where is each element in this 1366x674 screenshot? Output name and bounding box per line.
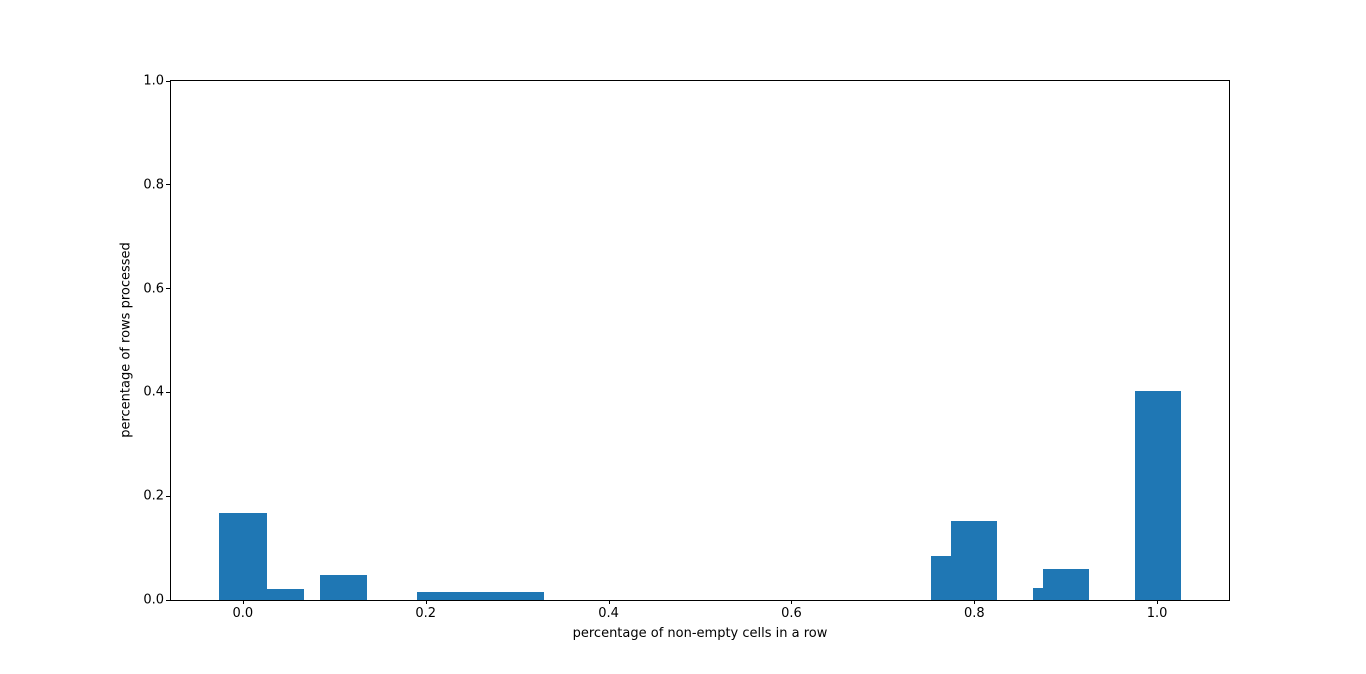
- x-tick-mark: [425, 600, 427, 604]
- histogram-bar: [931, 556, 952, 600]
- x-tick-label: 1.0: [1146, 606, 1168, 621]
- histogram-bar: [1033, 588, 1043, 600]
- histogram-bar: [951, 521, 997, 600]
- y-tick-label: 1.0: [143, 73, 164, 89]
- y-tick-label: 0.2: [143, 488, 164, 504]
- y-tick-mark: [166, 288, 170, 290]
- y-tick-mark: [166, 495, 170, 497]
- x-tick-mark: [1157, 600, 1159, 604]
- plot-frame: [170, 80, 1230, 601]
- y-tick-mark: [166, 599, 170, 601]
- histogram-bar: [266, 589, 305, 600]
- x-tick-mark: [974, 600, 976, 604]
- x-tick-label: 0.0: [232, 606, 254, 621]
- y-tick-label: 0.6: [143, 281, 164, 297]
- y-tick-mark: [166, 80, 170, 82]
- x-tick-label: 0.4: [598, 606, 619, 621]
- x-tick-mark: [608, 600, 610, 604]
- histogram-bar: [320, 575, 367, 600]
- x-tick-mark: [242, 600, 244, 604]
- x-tick-label: 0.2: [415, 606, 437, 621]
- y-tick-label: 0.0: [143, 592, 164, 608]
- x-tick-label: 0.6: [781, 606, 802, 621]
- histogram-bar: [416, 592, 544, 600]
- y-axis-label: percentage of rows processed: [118, 242, 134, 438]
- x-tick-label: 0.8: [963, 606, 985, 621]
- x-tick-mark: [791, 600, 793, 604]
- histogram-bar: [1134, 391, 1181, 600]
- y-tick-mark: [166, 184, 170, 186]
- x-axis-label: percentage of non-empty cells in a row: [572, 626, 828, 641]
- histogram-bar: [218, 513, 267, 600]
- y-tick-mark: [166, 391, 170, 393]
- plot-area: 0.0 0.2 0.4 0.6 0.8 1.0 0.0 0.2 0.4 0.6 0.8 1.0: [143, 74, 1230, 621]
- y-tick-label: 0.4: [143, 384, 164, 400]
- histogram-bar: [1042, 569, 1090, 600]
- y-tick-label: 0.8: [143, 177, 164, 193]
